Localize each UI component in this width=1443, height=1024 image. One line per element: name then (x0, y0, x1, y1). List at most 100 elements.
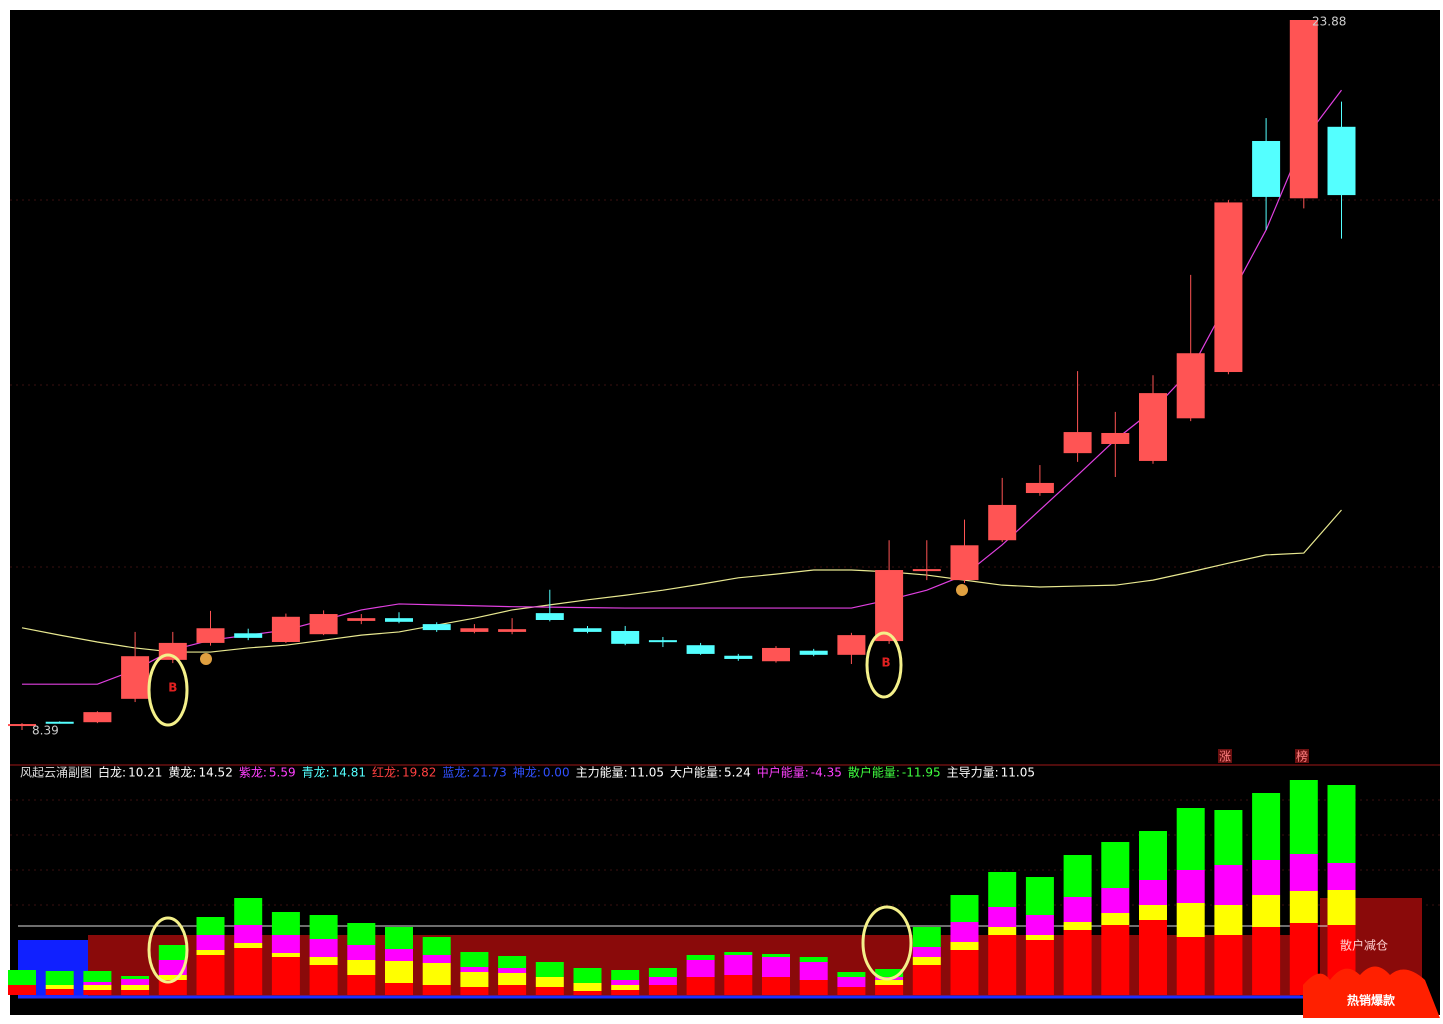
candle-body (912, 569, 941, 572)
bar-segment (912, 947, 941, 957)
bar-segment (1214, 810, 1243, 865)
bar-segment (799, 962, 828, 980)
indicator-value: -4.35 (811, 766, 842, 780)
bar-segment (271, 912, 300, 935)
candle-body (1289, 20, 1318, 199)
bar-segment (1289, 780, 1318, 854)
bar-segment (83, 990, 112, 995)
bar-segment (347, 923, 376, 945)
indicator-label: 散户能量: (848, 765, 900, 780)
bar-segment (988, 935, 1017, 995)
bar-segment (158, 975, 187, 980)
bar-segment (460, 987, 489, 995)
indicator-title: 风起云涌副图 (20, 766, 92, 780)
bar-segment (988, 872, 1017, 907)
bar-segment (1252, 793, 1281, 860)
bar-segment (498, 956, 527, 968)
bar-segment (1176, 937, 1205, 995)
bar-segment (1289, 891, 1318, 923)
indicator-label: 青龙: (302, 766, 330, 780)
tag-bg (1218, 749, 1232, 763)
bar-segment (762, 957, 790, 977)
candle-body (799, 650, 828, 655)
bar-segment (724, 975, 753, 995)
bar-segment (1139, 920, 1167, 995)
bar-segment (686, 977, 715, 995)
bar-segment (1176, 903, 1205, 937)
candle-body (1101, 432, 1130, 444)
bar-segment (1176, 808, 1205, 870)
bar-segment (498, 973, 527, 985)
candle-body (271, 616, 300, 642)
bar-segment (271, 957, 300, 995)
bar-segment (1327, 785, 1356, 863)
bar-segment (1176, 870, 1205, 903)
bar-segment (573, 991, 602, 995)
bar-segment (196, 917, 225, 935)
candle-body (724, 655, 753, 659)
bar-segment (1139, 880, 1167, 905)
candle-body (385, 618, 413, 622)
bar-segment (1252, 860, 1281, 895)
bar-segment (1289, 854, 1318, 891)
bar-segment (347, 975, 376, 995)
bar-segment (611, 970, 640, 980)
bar-segment (309, 965, 338, 995)
bar-segment (121, 976, 150, 979)
candle-body (196, 628, 225, 643)
bar-segment (1139, 905, 1167, 920)
indicator-label: 大户能量: (670, 765, 722, 780)
bar-segment (875, 985, 904, 995)
bar-segment (686, 960, 715, 977)
candle-body (422, 624, 451, 631)
candle-body (535, 613, 564, 620)
bar-segment (837, 972, 866, 977)
bar-segment (1063, 922, 1092, 930)
bar-segment (1025, 940, 1054, 995)
candle-body (762, 647, 790, 662)
bar-segment (686, 955, 715, 960)
bar-segment (912, 927, 941, 947)
bar-segment (83, 971, 112, 982)
bar-segment (1025, 935, 1054, 940)
bar-segment (385, 961, 413, 983)
bar-segment (121, 990, 150, 995)
candle-body (347, 618, 376, 621)
indicator-label: 主力能量: (576, 766, 628, 780)
candle-body (1063, 432, 1092, 454)
bar-segment (498, 985, 527, 995)
tag: 榜 (1296, 749, 1308, 764)
candle-body (1214, 202, 1243, 373)
candle-body (45, 721, 74, 724)
bar-segment (1025, 915, 1054, 935)
bar-segment (45, 971, 74, 985)
bar-segment (121, 985, 150, 990)
indicator-value: 14.81 (332, 766, 366, 780)
candle-body (611, 630, 640, 644)
bar-segment (535, 977, 564, 987)
badge-bg (1303, 966, 1440, 1018)
candle-body (1025, 482, 1054, 494)
candle-body (875, 570, 904, 642)
highlight (861, 905, 913, 981)
highlight (147, 653, 189, 727)
bar-segment (724, 952, 753, 955)
bar-segment (45, 985, 74, 989)
candle-body (988, 504, 1017, 541)
bar-segment (196, 950, 225, 955)
bar-segment (912, 965, 941, 995)
indicator-label: 紫龙: (239, 766, 267, 780)
bar-segment (309, 957, 338, 965)
indicator-label: 蓝龙: (442, 766, 470, 780)
bar-segment (1101, 888, 1130, 913)
bar-segment (385, 949, 413, 961)
bar-segment (950, 950, 979, 995)
bar-segment (875, 969, 904, 977)
candle-body (573, 628, 602, 632)
indicator-value: 0.00 (543, 766, 570, 780)
bar-segment (950, 922, 979, 942)
bar-segment (1327, 890, 1356, 925)
bar-segment (762, 977, 790, 995)
bar-segment (460, 972, 489, 987)
